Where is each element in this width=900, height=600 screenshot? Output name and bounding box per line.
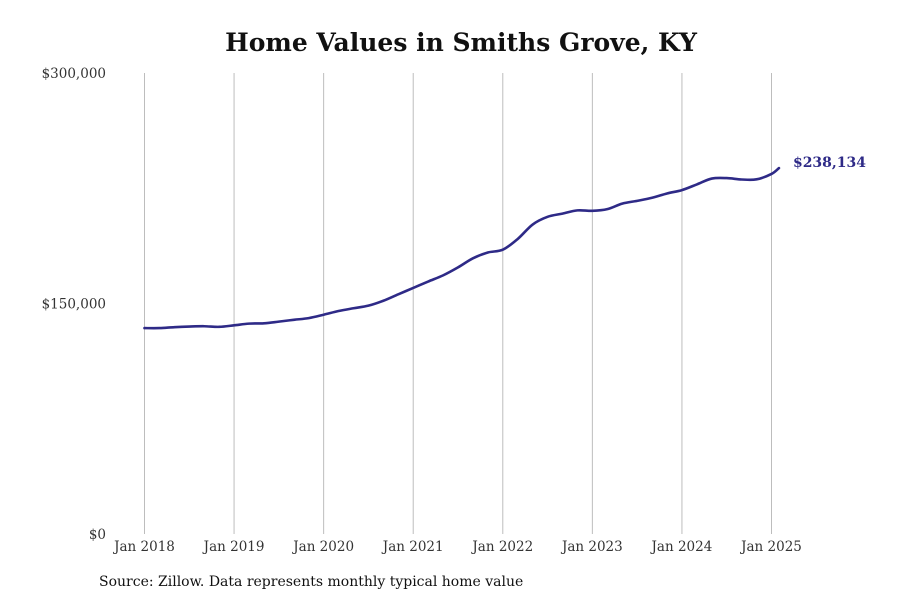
x-tick-label: Jan 2020 xyxy=(291,539,354,555)
end-value-label: $238,134 xyxy=(793,155,866,171)
x-tick-label: Jan 2023 xyxy=(560,539,623,555)
x-tick-label: Jan 2019 xyxy=(202,539,265,555)
x-tick-label: Jan 2025 xyxy=(739,539,802,555)
x-tick-label: Jan 2021 xyxy=(381,539,444,555)
series-layer: $238,134 xyxy=(143,155,866,330)
y-tick-label: $300,000 xyxy=(42,66,106,82)
source-note: Source: Zillow. Data represents monthly … xyxy=(99,574,524,590)
y-tick-label: $150,000 xyxy=(42,297,106,313)
axis-labels: Jan 2018 Jan 2019 Jan 2020 Jan 2021 Jan 2022… xyxy=(42,66,802,555)
chart-title: Home Values in Smiths Grove, KY xyxy=(225,28,697,57)
x-tick-label: Jan 2024 xyxy=(650,539,713,555)
grid-lines xyxy=(144,73,772,534)
y-tick-label: $0 xyxy=(89,527,106,543)
series-line xyxy=(143,166,781,330)
x-tick-label: Jan 2018 xyxy=(112,539,175,555)
x-tick-label: Jan 2022 xyxy=(470,539,533,555)
